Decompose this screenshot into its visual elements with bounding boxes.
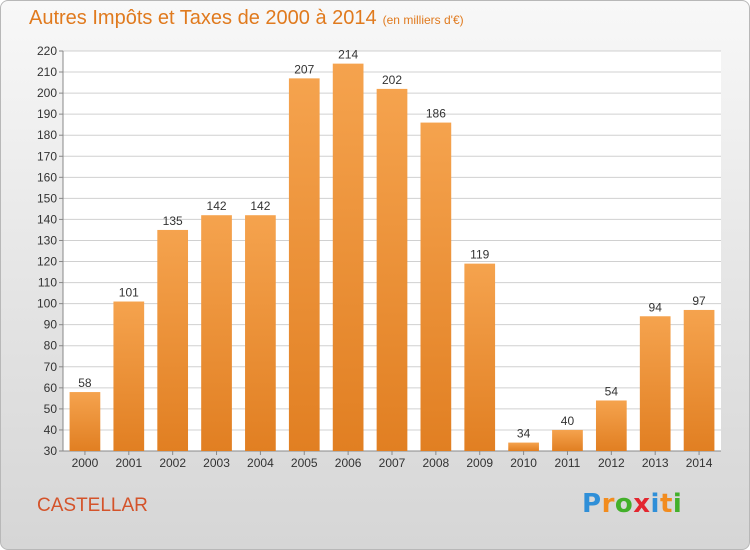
y-tick-label: 60 [44,381,58,395]
y-tick-label: 220 [37,44,57,58]
y-tick-label: 120 [37,255,57,269]
y-tick-label: 210 [37,65,57,79]
y-tick-label: 40 [44,423,58,437]
bar [69,392,101,451]
y-tick-label: 30 [44,444,58,458]
bar [464,263,496,451]
x-tick-label: 2008 [423,456,450,470]
bar [639,316,671,451]
bar-value-label: 135 [163,214,183,228]
x-tick-label: 2002 [159,456,186,470]
bar-value-label: 207 [294,62,314,76]
bar-value-label: 94 [649,300,663,314]
y-tick-label: 80 [44,339,58,353]
x-tick-label: 2009 [466,456,493,470]
title-text: Autres Impôts et Taxes de 2000 à 2014 [29,7,377,29]
bar-value-label: 214 [338,48,358,62]
logo-letter: o [614,489,634,519]
y-tick-label: 150 [37,191,57,205]
bar [420,122,452,451]
x-tick-label: 2003 [203,456,230,470]
logo-letter: i [650,489,660,519]
logo-letter: P [582,489,602,519]
logo-letter: i [672,489,683,519]
bar-value-label: 40 [561,414,575,428]
x-tick-label: 2012 [598,456,625,470]
bar [376,88,408,451]
y-tick-label: 50 [44,402,58,416]
y-tick-label: 110 [38,276,57,290]
chart-title: Autres Impôts et Taxes de 2000 à 2014 (en… [29,7,464,30]
title-unit: (en milliers d'€) [382,13,464,27]
bar-value-label: 142 [250,199,270,213]
bar-value-label: 54 [605,384,619,398]
y-tick-label: 170 [37,149,57,163]
bar [245,215,276,451]
bar [288,78,320,452]
bar-value-label: 186 [426,107,446,121]
bar [552,429,583,451]
x-tick-label: 2006 [335,456,362,470]
y-tick-label: 100 [37,297,57,311]
x-tick-label: 2014 [686,456,713,470]
bar [332,63,364,451]
commune-name: CASTELLAR [37,495,148,516]
bar-value-label: 101 [119,286,139,300]
x-tick-label: 2007 [379,456,406,470]
x-tick-label: 2001 [115,456,142,470]
y-tick-label: 70 [44,360,58,374]
bar-value-label: 202 [382,73,402,87]
logo-letter: t [659,489,673,519]
logo-letter: r [601,489,615,519]
y-tick-label: 90 [44,318,58,332]
y-tick-label: 140 [37,212,57,226]
x-tick-label: 2000 [72,456,99,470]
y-tick-label: 190 [37,107,57,121]
bar-value-label: 142 [207,199,227,213]
x-tick-label: 2005 [291,456,318,470]
logo-letter: x [633,489,651,519]
bar [683,309,715,451]
y-tick-label: 180 [37,128,57,142]
x-tick-label: 2010 [510,456,537,470]
bar [157,229,189,451]
y-tick-label: 160 [37,170,57,184]
y-tick-label: 130 [37,233,57,247]
x-tick-label: 2011 [555,456,581,470]
x-tick-label: 2004 [247,456,274,470]
bar-value-label: 119 [470,248,489,262]
bar [201,215,232,451]
bar [113,301,145,451]
y-tick-label: 200 [37,86,57,100]
bar [595,400,627,451]
bar [508,442,539,451]
bar-value-label: 34 [517,427,531,441]
x-tick-label: 2013 [642,456,669,470]
bar-value-label: 97 [692,294,706,308]
bar-value-label: 58 [78,376,92,390]
proxiti-logo: Proxiti [582,489,682,519]
